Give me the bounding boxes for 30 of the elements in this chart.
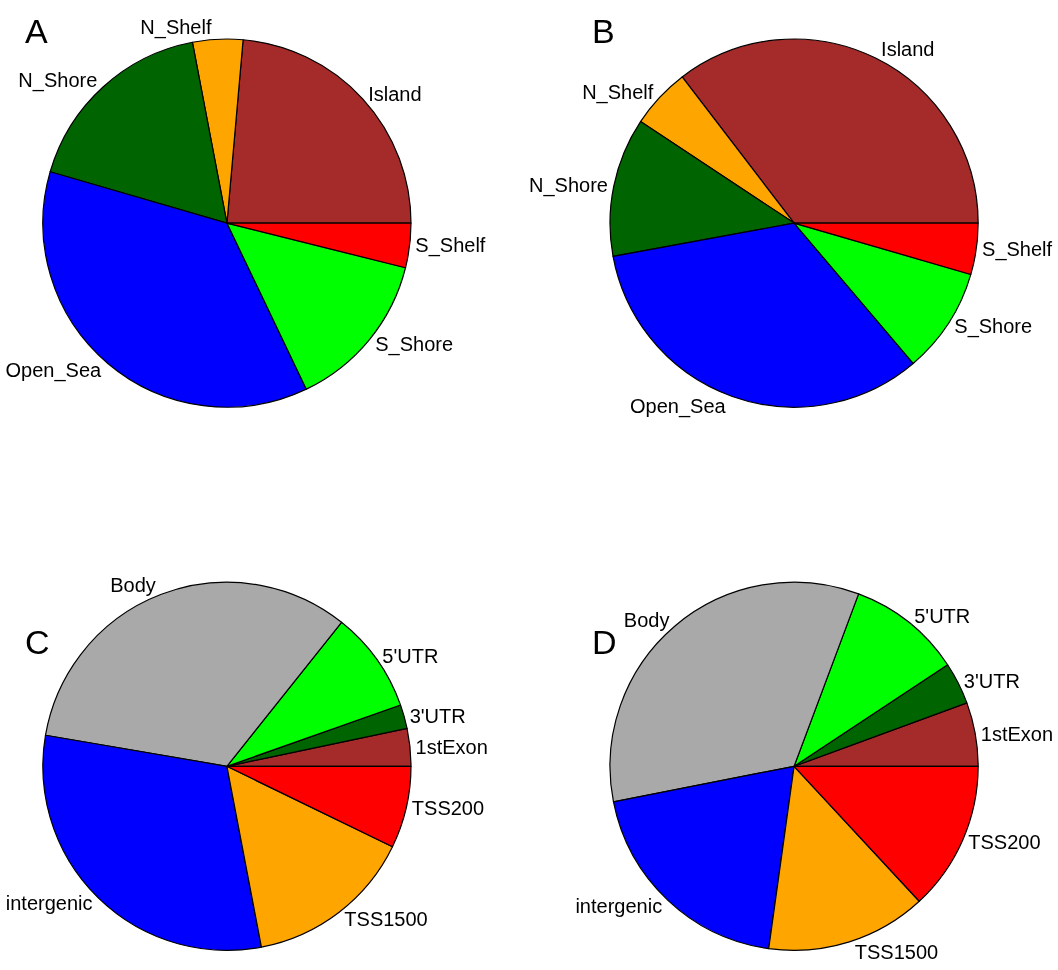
slice-label: S_Shelf — [982, 237, 1053, 261]
chart-title: B — [592, 12, 615, 50]
slice-label: 1stExon — [980, 722, 1054, 745]
slice-label: N_Shore — [529, 174, 608, 198]
slice-label: Island — [881, 38, 935, 61]
text: C — [25, 623, 50, 661]
text: D — [592, 623, 617, 661]
slice-label: 5'UTR — [914, 604, 971, 627]
slice-label: intergenic — [5, 892, 93, 915]
slice-label: Open_Sea — [630, 395, 727, 419]
slice-label: S_Shore — [375, 332, 454, 356]
chart-title: A — [25, 12, 48, 50]
slice-label: intergenic — [575, 894, 663, 917]
slice-label: 3'UTR — [963, 670, 1020, 693]
slice-label: 3'UTR — [409, 704, 466, 727]
slice-label: S_Shelf — [415, 234, 486, 258]
slice-label: S_Shore — [954, 315, 1033, 339]
slice-label: TSS1500 — [344, 908, 428, 931]
slice-label: TSS1500 — [854, 940, 939, 963]
slice-label: TSS200 — [411, 797, 485, 820]
slice-label: Open_Sea — [5, 358, 103, 382]
slice-label: 1stExon — [415, 736, 488, 759]
slice-label: Body — [623, 608, 670, 631]
slice-label: N_Shelf — [582, 80, 654, 104]
slice-label: N_Shelf — [140, 16, 212, 40]
slice-label: Body — [110, 573, 156, 596]
slice-label: Island — [368, 82, 422, 105]
slice-label: N_Shore — [18, 69, 98, 93]
slice-label: 5'UTR — [382, 644, 439, 667]
slice-label: TSS200 — [968, 830, 1041, 853]
